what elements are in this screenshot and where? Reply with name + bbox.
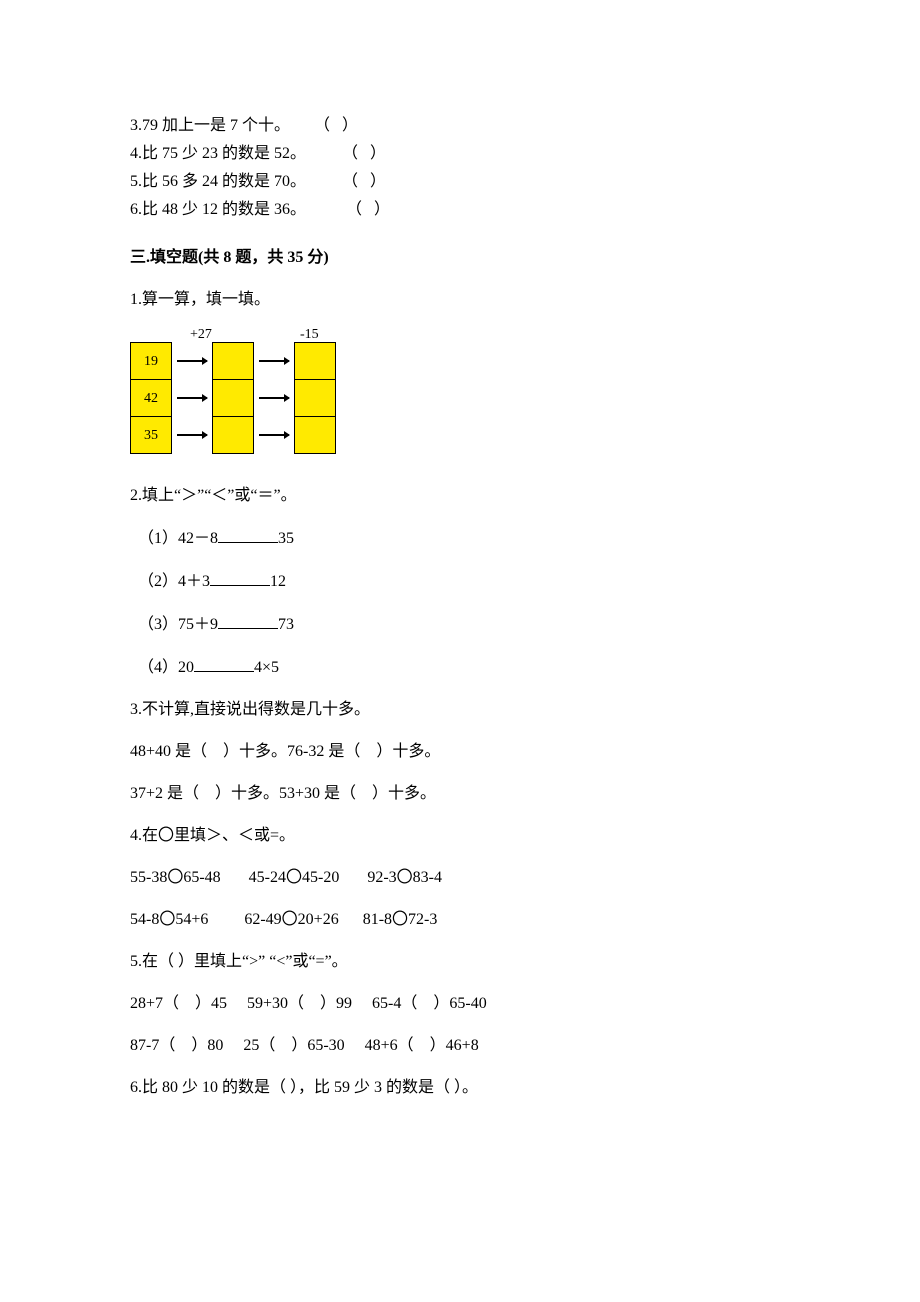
arrow-icon (254, 417, 295, 454)
op1-label: +27 (190, 324, 212, 345)
blank (210, 569, 270, 586)
diagram-mid-2 (213, 417, 254, 454)
diagram-out-0 (295, 343, 336, 380)
q2-item-4-right: 4×5 (254, 659, 279, 676)
q2-item-3: （3）75＋9 73 (130, 612, 790, 637)
arrow-icon (254, 343, 295, 380)
q2-item-3-right: 73 (278, 616, 294, 633)
q2-item-1-left: （1）42－8 (138, 530, 218, 547)
diagram-input-0: 19 (131, 343, 172, 380)
arrow-icon (254, 380, 295, 417)
q3-line2: 37+2 是（ ）十多。53+30 是（ ）十多。 (130, 782, 790, 806)
q2-item-4-left: （4）20 (138, 659, 194, 676)
diagram-out-1 (295, 380, 336, 417)
q2-item-1-right: 35 (278, 530, 294, 547)
diagram-input-1: 42 (131, 380, 172, 417)
q4-title: 4.在〇里填＞、＜或=。 (130, 824, 790, 848)
tf-line-5: 5.比 56 多 24 的数是 70。 （ ） (130, 170, 790, 194)
q2-item-2-left: （2）4＋3 (138, 573, 210, 590)
arrow-icon (172, 343, 213, 380)
blank (218, 526, 278, 543)
tf-line-6: 6.比 48 少 12 的数是 36。 （ ） (130, 198, 790, 222)
q4-line2: 54-8〇54+6 62-49〇20+26 81-8〇72-3 (130, 908, 790, 932)
diagram-input-2: 35 (131, 417, 172, 454)
q2-title: 2.填上“＞”“＜”或“＝”。 (130, 484, 790, 508)
tf-line-4: 4.比 75 少 23 的数是 52。 （ ） (130, 142, 790, 166)
blank (218, 612, 278, 629)
q2-item-3-left: （3）75＋9 (138, 616, 218, 633)
q1-title: 1.算一算，填一填。 (130, 288, 790, 312)
q4-line1: 55-38〇65-48 45-24〇45-20 92-3〇83-4 (130, 866, 790, 890)
q1-diagram: +27 -15 19 42 35 (130, 342, 790, 454)
q5-line1: 28+7（ ）45 59+30（ ）99 65-4（ ）65-40 (130, 992, 790, 1016)
tf-line-3: 3.79 加上一是 7 个十。 （ ） (130, 114, 790, 138)
q3-line1: 48+40 是（ ）十多。76-32 是（ ）十多。 (130, 740, 790, 764)
diagram-mid-0 (213, 343, 254, 380)
q2-item-2: （2）4＋3 12 (130, 569, 790, 594)
diagram-mid-1 (213, 380, 254, 417)
arrow-icon (172, 380, 213, 417)
op2-label: -15 (300, 324, 319, 345)
q2-item-1: （1）42－8 35 (130, 526, 790, 551)
q5-title: 5.在（ ）里填上“>” “<”或“=”。 (130, 950, 790, 974)
q2-item-2-right: 12 (270, 573, 286, 590)
arrow-icon (172, 417, 213, 454)
q3-title: 3.不计算,直接说出得数是几十多。 (130, 698, 790, 722)
q5-line2: 87-7（ ）80 25（ ）65-30 48+6（ ）46+8 (130, 1034, 790, 1058)
q6: 6.比 80 少 10 的数是（ ），比 59 少 3 的数是（ ）。 (130, 1076, 790, 1100)
section-3-header: 三.填空题(共 8 题，共 35 分) (130, 246, 790, 270)
q2-item-4: （4）20 4×5 (130, 655, 790, 680)
diagram-out-2 (295, 417, 336, 454)
blank (194, 655, 254, 672)
